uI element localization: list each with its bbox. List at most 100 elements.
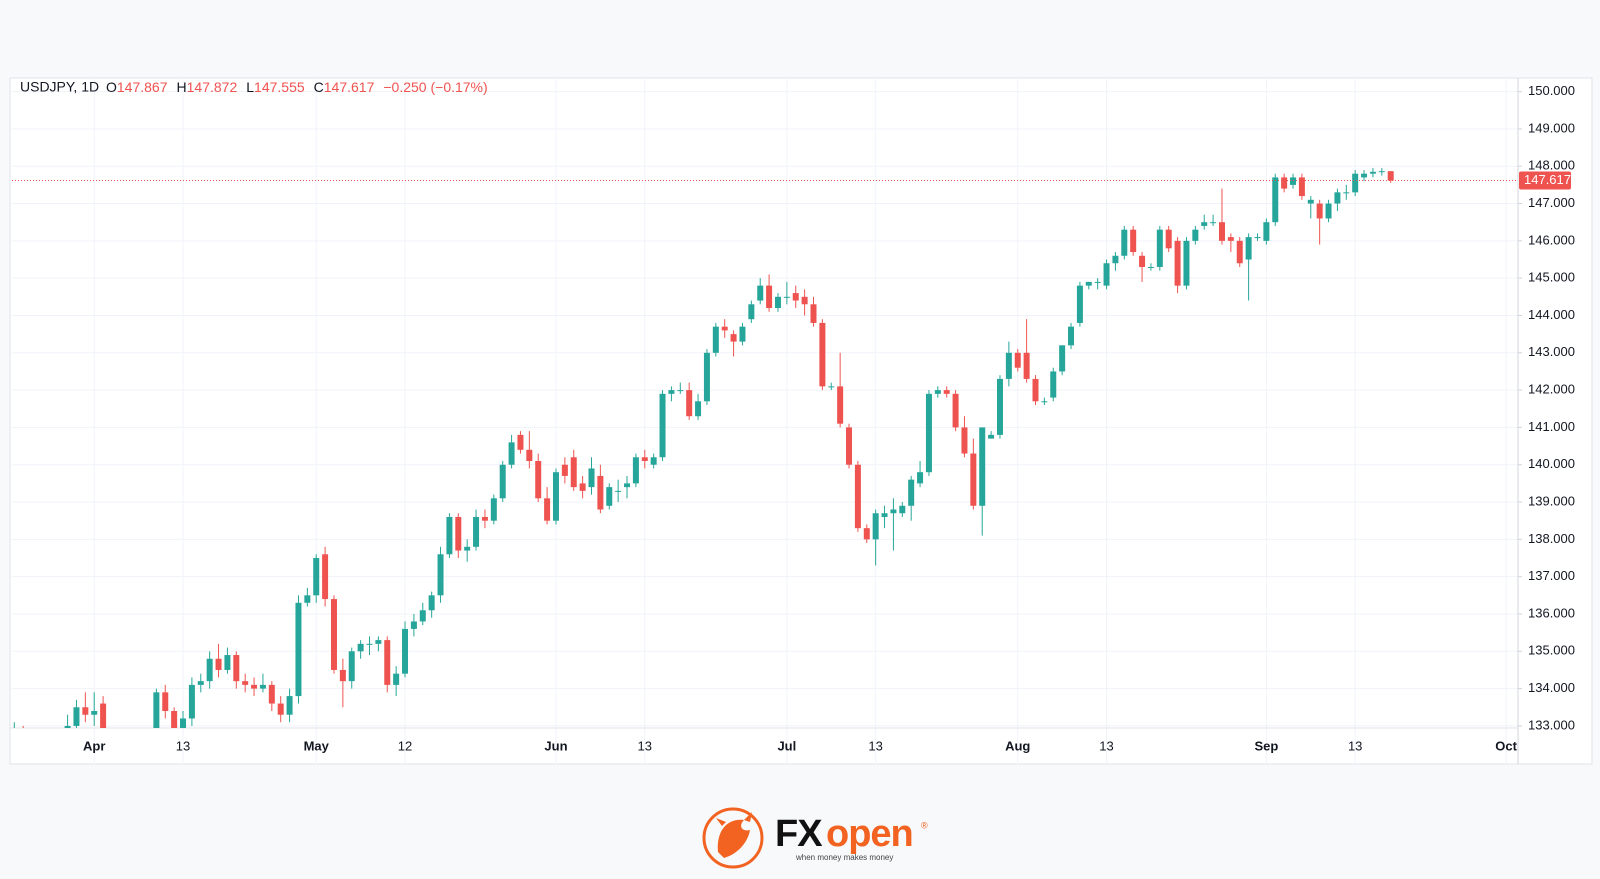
candle-body [819, 322, 826, 387]
candle-body [286, 696, 293, 715]
candle-body [739, 326, 746, 342]
candle-body [801, 296, 808, 305]
candle-body [419, 610, 426, 622]
y-tick-label: 136.000 [1528, 605, 1575, 620]
candle-body [1121, 229, 1128, 256]
x-tick-label: Jul [777, 738, 796, 753]
symbol: USDJPY, 1D [20, 79, 99, 95]
y-tick-label: 137.000 [1528, 568, 1575, 583]
candle-body [917, 472, 924, 484]
candle-body [446, 516, 453, 555]
axes: 133.000 134.000 135.000 136.000 137.000 138.0… [12, 83, 1575, 753]
candle-body [1334, 192, 1341, 204]
candle-body [846, 427, 853, 465]
candle-body [757, 285, 764, 301]
candle-body [899, 505, 906, 514]
candle-body [952, 393, 959, 428]
candle-body [544, 498, 551, 521]
candle-body [632, 457, 639, 484]
candle-body [1325, 203, 1332, 219]
candle-body [1218, 222, 1225, 241]
candle-body [1307, 199, 1314, 204]
candle-body [979, 427, 986, 506]
candle-body [1103, 263, 1110, 286]
y-tick-label: 133.000 [1528, 717, 1575, 732]
candle-body [517, 434, 524, 450]
candle-body [1387, 171, 1394, 181]
x-tick-label: May [304, 738, 330, 753]
candle-body [384, 640, 391, 685]
candle-body [322, 554, 329, 600]
candle-body [597, 475, 604, 510]
candle-body [233, 655, 240, 682]
candle-body [259, 684, 266, 689]
candle-body [721, 326, 728, 331]
candle-body [455, 516, 462, 551]
y-tick-label: 138.000 [1528, 531, 1575, 546]
candle-body [1352, 173, 1359, 193]
candle-body [579, 483, 586, 491]
chart-panel [9, 77, 1593, 765]
candle-body [339, 669, 346, 682]
brand-fx: FX [775, 813, 823, 855]
candle-body [402, 628, 409, 674]
candle-body [171, 711, 178, 728]
candle-body [197, 681, 204, 685]
candle-body [1023, 352, 1030, 379]
candle-body [1236, 240, 1243, 264]
candle-body [1050, 371, 1057, 398]
y-tick-label: 146.000 [1528, 232, 1575, 247]
candle-body [295, 602, 302, 697]
x-tick-label: 12 [398, 738, 412, 753]
ohlc-value: 147.555 [254, 79, 305, 95]
x-tick-label: Oct [1495, 738, 1517, 753]
y-tick-label: 139.000 [1528, 493, 1575, 508]
x-tick-label: 13 [1099, 738, 1113, 753]
candle-body [1378, 171, 1385, 173]
candle-body [588, 468, 595, 488]
y-tick-label: 150.000 [1528, 83, 1575, 98]
brand-logo: FX open ® when money makes money [702, 807, 928, 869]
candle-body [100, 703, 107, 728]
candle-body [1254, 237, 1261, 239]
y-tick-label: 143.000 [1528, 344, 1575, 359]
x-tick-label: 13 [176, 738, 190, 753]
candle-body [792, 293, 799, 301]
candle-body [810, 304, 817, 323]
logo-bull [717, 819, 750, 858]
candle-body [180, 718, 187, 728]
candle-body [535, 461, 542, 499]
candle-body [650, 457, 657, 465]
candle-body [570, 457, 577, 488]
candle-body [1192, 229, 1199, 241]
candle-body [1130, 229, 1137, 253]
candle-body [64, 725, 71, 728]
candle-body [766, 285, 773, 309]
candle-body [162, 692, 169, 711]
candle-body [313, 558, 320, 596]
candle-body [330, 599, 337, 670]
candle-body [277, 703, 284, 715]
ohlc-letter: L [246, 79, 254, 95]
candle-body [872, 513, 879, 540]
candle-body [774, 296, 781, 309]
candle-body [783, 296, 790, 298]
y-tick-label: 134.000 [1528, 680, 1575, 695]
candle-body [82, 707, 89, 715]
candle-body [348, 651, 355, 682]
candle-body [224, 655, 231, 670]
brand-open: open [826, 813, 913, 855]
candle-body [828, 386, 835, 388]
ohlc-letter: O [106, 79, 117, 95]
candle-body [1041, 401, 1048, 403]
candle-body [1014, 352, 1021, 368]
last-price-tag [1519, 171, 1571, 190]
candle-body [996, 378, 1003, 435]
candle-body [188, 684, 195, 719]
candle-body [624, 483, 631, 488]
candle-body [215, 658, 222, 670]
candle-body [686, 390, 693, 417]
candle-body [91, 711, 98, 715]
brand-tagline: when money makes money [795, 853, 893, 862]
